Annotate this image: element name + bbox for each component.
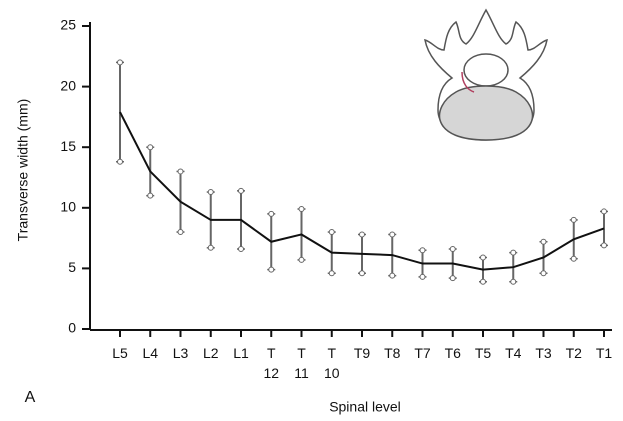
error-end	[389, 272, 396, 279]
x-tick-label: T 12	[263, 345, 280, 381]
x-tick-label: T2	[565, 345, 582, 361]
error-end	[449, 275, 456, 282]
y-tick-label: 0	[68, 320, 76, 336]
error-end	[419, 247, 426, 254]
error-end	[117, 158, 123, 165]
x-axis-title: Spinal level	[329, 399, 401, 415]
mean-line	[119, 111, 605, 271]
error-end	[298, 256, 305, 263]
vertebra-icon	[424, 8, 548, 141]
error-end	[449, 246, 456, 253]
error-end	[570, 255, 577, 262]
error-end	[570, 216, 577, 223]
error-end	[268, 266, 275, 273]
error-end	[419, 273, 426, 280]
error-end	[147, 192, 154, 199]
error-end	[510, 249, 517, 256]
error-end	[480, 278, 486, 285]
x-tick-label: T5	[474, 345, 492, 361]
error-end	[298, 206, 305, 213]
error-end	[268, 210, 275, 217]
y-axis-title: Transverse width (mm)	[15, 99, 31, 242]
panel-label: A	[25, 389, 36, 406]
y-tick-label: 25	[60, 17, 76, 33]
error-end	[147, 144, 154, 151]
x-tick-label: T8	[384, 345, 401, 361]
error-end	[540, 270, 547, 277]
error-end	[359, 231, 365, 238]
y-tick-label: 20	[60, 77, 76, 93]
x-tick-label: T 10	[323, 345, 340, 381]
x-tick-label: L4	[142, 345, 159, 361]
y-tick-label: 15	[60, 138, 76, 154]
x-tick-label: T9	[353, 345, 371, 361]
error-end	[328, 229, 335, 236]
x-tick-label: T7	[414, 345, 431, 361]
x-tick-label: L3	[172, 345, 189, 361]
error-end	[238, 187, 244, 194]
error-end	[328, 270, 335, 277]
error-end	[389, 231, 396, 238]
error-end	[207, 244, 214, 251]
y-tick-label: 10	[60, 199, 76, 215]
x-tick-label: L2	[202, 345, 219, 361]
x-tick-label: T1	[595, 345, 613, 361]
x-tick-label: T 11	[294, 345, 309, 381]
error-end	[601, 208, 607, 215]
error-end	[540, 238, 547, 245]
error-end	[177, 168, 184, 175]
x-tick-label: L1	[233, 345, 249, 361]
y-tick-label: 5	[68, 259, 76, 275]
error-end	[480, 254, 486, 261]
error-end	[238, 246, 244, 253]
x-tick-label: T4	[505, 345, 522, 361]
x-tick-label: T3	[535, 345, 552, 361]
error-end	[117, 59, 123, 66]
error-end	[207, 189, 214, 196]
x-tick-label: L5	[112, 345, 128, 361]
error-end	[359, 270, 365, 277]
error-end	[510, 278, 517, 285]
error-end	[601, 242, 607, 249]
x-tick-label: T6	[444, 345, 461, 361]
error-end	[177, 229, 184, 236]
